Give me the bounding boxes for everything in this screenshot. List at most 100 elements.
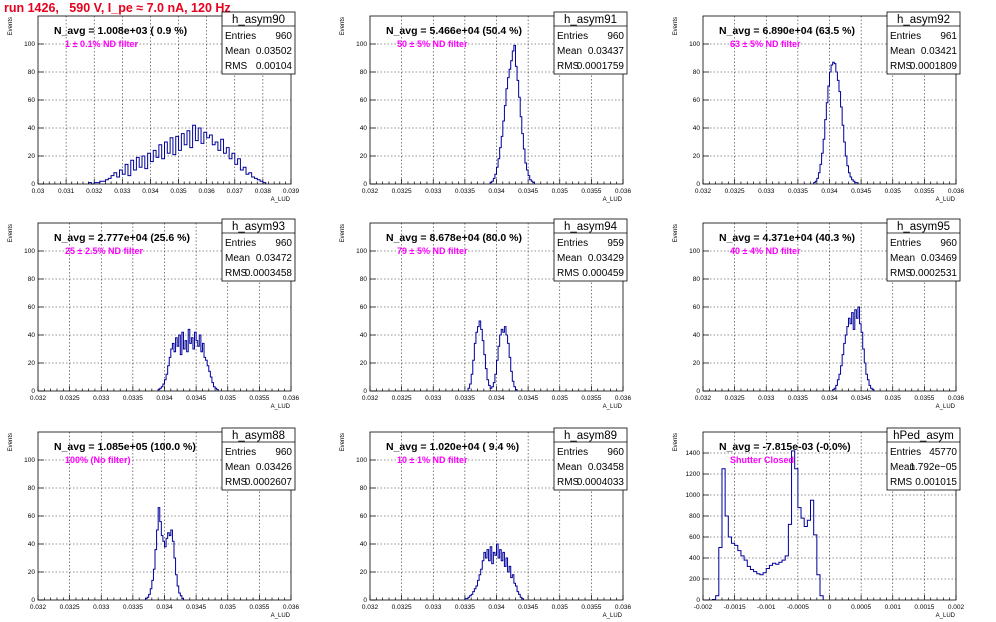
- y-axis-title: Events: [8, 17, 14, 35]
- x-tick-label: 0.0335: [455, 604, 475, 611]
- x-tick-label: 0.0335: [123, 604, 143, 611]
- stat-label: RMS: [557, 268, 580, 279]
- x-axis-title: A_LUD: [271, 197, 291, 203]
- y-tick-label: 100: [24, 41, 35, 48]
- filter-label: 1 ± 0.1% ND filter: [65, 39, 138, 49]
- stats-box: h_asym88 Entries 960 Mean 0.03426 RMS0.000260…: [221, 427, 296, 491]
- histogram-name: h_asym91: [564, 14, 617, 26]
- x-tick-label: 0.0335: [788, 188, 808, 195]
- plot-frame: [702, 222, 957, 392]
- histogram-series-h_asym90: [88, 124, 267, 185]
- histogram-name: h_asym94: [564, 221, 618, 233]
- x-tick-label: 0.0325: [725, 395, 745, 402]
- x-tick-label: 0.0005: [851, 604, 871, 611]
- stat-value: 0.0003458: [245, 268, 293, 279]
- x-tick-label: 0.0325: [60, 604, 80, 611]
- stat-value: 0.0001759: [577, 61, 625, 72]
- histogram-panel-hPed_asym: -0.002 -0.0015 -0.001 -0.0005 0 0.0005 0.001 0.…: [673, 427, 965, 619]
- histogram-series-h_asym92: [813, 61, 859, 184]
- x-axis-title: A_LUD: [936, 404, 956, 410]
- stats-box-frame: [886, 427, 961, 491]
- y-tick-label: 100: [356, 248, 367, 255]
- stats-box-frame: [886, 11, 961, 75]
- y-tick-label: 100: [24, 457, 35, 464]
- y-tick-label: 0: [31, 388, 35, 395]
- stat-label: Mean: [890, 253, 915, 264]
- filter-label: 79 ± 5% ND filter: [397, 246, 468, 256]
- stat-value: 0.0002531: [910, 268, 958, 279]
- stat-value: 960: [275, 238, 292, 249]
- stat-value: 0.03458: [588, 462, 625, 473]
- histogram-series-hPed_asym: [711, 450, 824, 600]
- stats-box: h_asym92 Entries 961 Mean 0.03421 RMS0.000180…: [886, 11, 961, 75]
- x-tick-label: 0.0345: [518, 395, 538, 402]
- histogram-panel-h_asym92: 0.032 0.0325 0.033 0.0335 0.034 0.0345 0.035 0.…: [673, 11, 965, 203]
- stat-label: RMS: [225, 268, 248, 279]
- run-header: run 1426, 590 V, I_pe ≈ 7.0 nA, 120 Hz: [4, 1, 231, 15]
- x-tick-label: 0.032: [362, 188, 379, 195]
- stat-value: 0.03472: [256, 253, 293, 264]
- stat-label: Mean: [890, 46, 915, 57]
- stat-value: 0.001015: [915, 477, 957, 488]
- x-tick-label: 0.034: [821, 395, 838, 402]
- y-axis-title: Events: [340, 224, 346, 242]
- stat-label: RMS: [557, 61, 580, 72]
- stats-box: h_asym93 Entries 960 Mean 0.03472 RMS0.000345…: [221, 218, 296, 282]
- stats-box-frame: [553, 218, 628, 282]
- y-tick-label: 0: [363, 181, 367, 188]
- x-tick-label: 0.0345: [186, 395, 206, 402]
- plot-frame: [702, 431, 957, 601]
- y-tick-label: 60: [360, 97, 368, 104]
- y-tick-label: 20: [360, 569, 368, 576]
- x-tick-label: 0.036: [948, 395, 965, 402]
- y-tick-label: 100: [356, 41, 367, 48]
- stat-value: 960: [275, 447, 292, 458]
- x-tick-label: -0.002: [694, 604, 713, 611]
- y-tick-label: 0: [696, 181, 700, 188]
- y-tick-label: 20: [360, 153, 368, 160]
- x-tick-label: 0.0345: [851, 188, 871, 195]
- x-tick-label: 0.036: [283, 395, 300, 402]
- stat-label: RMS: [225, 61, 248, 72]
- stat-value: 0.03437: [588, 46, 625, 57]
- y-tick-label: 0: [31, 597, 35, 604]
- x-tick-label: 0.0325: [725, 188, 745, 195]
- x-tick-label: -0.0015: [724, 604, 746, 611]
- stat-value: 961: [940, 31, 957, 42]
- stat-label: Mean: [225, 46, 250, 57]
- y-axis-title: Events: [340, 17, 346, 35]
- y-tick-label: 0: [31, 181, 35, 188]
- stat-value: 0.03469: [921, 253, 958, 264]
- x-tick-label: 0.03: [32, 188, 45, 195]
- x-tick-label: 0: [828, 604, 832, 611]
- stat-value: 0.00104: [256, 61, 293, 72]
- stat-value: 0.03502: [256, 46, 293, 57]
- y-tick-label: 40: [28, 125, 36, 132]
- stat-label: Entries: [557, 447, 588, 458]
- x-tick-label: 0.0355: [249, 604, 269, 611]
- histogram-name: h_asym88: [232, 430, 285, 442]
- y-tick-label: 100: [356, 457, 367, 464]
- y-tick-label: 0: [363, 388, 367, 395]
- y-tick-label: 40: [360, 541, 368, 548]
- filter-label: Shutter Closed: [730, 455, 794, 465]
- y-tick-label: 40: [693, 332, 701, 339]
- stat-label: Entries: [890, 238, 921, 249]
- stats-box: h_asym89 Entries 960 Mean 0.03458 RMS0.000403…: [553, 427, 628, 491]
- histogram-name: h_asym93: [232, 221, 285, 233]
- x-tick-label: 0.034: [821, 188, 838, 195]
- histogram-series-h_asym89: [464, 543, 524, 600]
- x-axis-title: A_LUD: [271, 404, 291, 410]
- y-tick-label: 1400: [686, 450, 701, 457]
- y-tick-label: 80: [360, 276, 368, 283]
- histogram-name: h_asym95: [897, 221, 950, 233]
- x-axis-title: A_LUD: [271, 613, 291, 619]
- plot-frame: [369, 222, 624, 392]
- x-tick-label: 0.0015: [914, 604, 934, 611]
- stat-value: 960: [940, 238, 957, 249]
- y-tick-label: 0: [696, 597, 700, 604]
- x-tick-label: 0.0355: [581, 188, 601, 195]
- y-tick-label: 40: [360, 125, 368, 132]
- filter-label: 63 ± 5% ND filter: [730, 39, 801, 49]
